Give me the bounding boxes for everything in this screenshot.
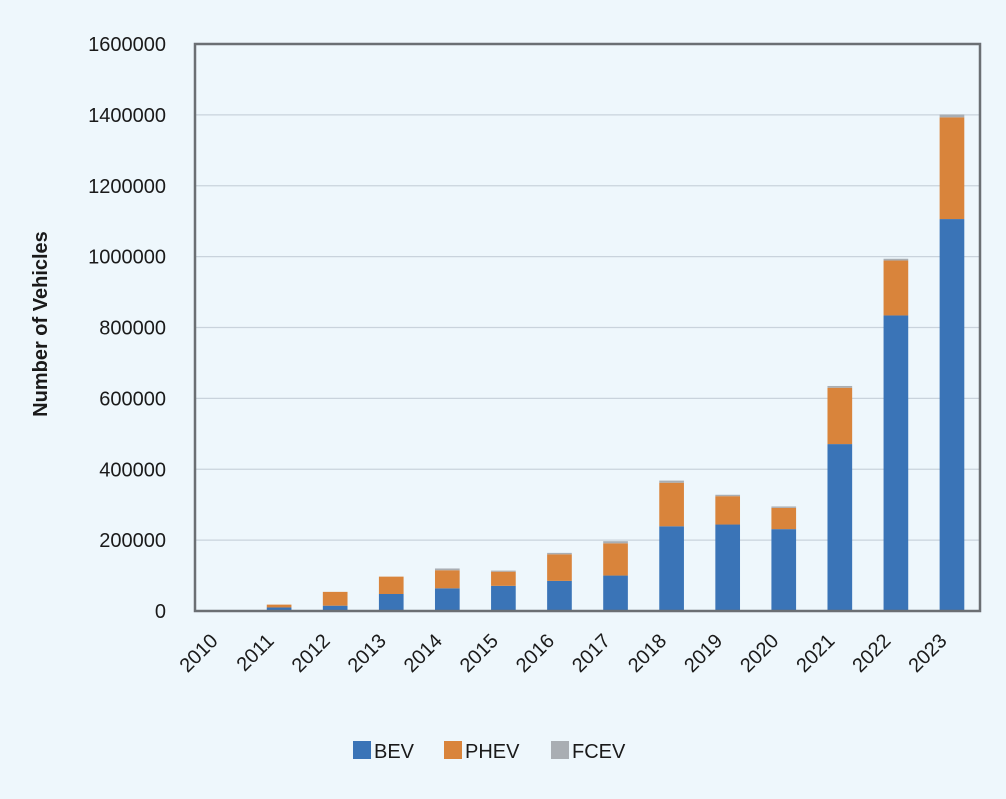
legend-label-fcev: FCEV: [572, 741, 626, 763]
bar-bev-2020: [771, 529, 796, 611]
bar-fcev-2017: [603, 541, 628, 543]
y-axis-tick-labels: 0 200000 400000 600000 800000 1000000 1200000 1…: [88, 34, 166, 623]
bar-bev-2015: [491, 586, 516, 611]
y-tick-label: 0: [155, 601, 166, 623]
y-tick-label: 1600000: [88, 34, 166, 56]
bar-phev-2016: [547, 554, 572, 581]
bar-fcev-2018: [659, 481, 684, 483]
legend-swatch-phev: [444, 741, 462, 759]
bar-bev-2016: [547, 581, 572, 611]
bar-fcev-2019: [715, 495, 740, 496]
bar-fcev-2016: [547, 553, 572, 554]
legend: BEV PHEV FCEV: [353, 741, 626, 763]
bar-bev-2021: [827, 444, 852, 611]
y-axis-label: Number of Vehicles: [30, 231, 52, 417]
legend-swatch-fcev: [551, 741, 569, 759]
bar-fcev-2021: [827, 386, 852, 388]
bar-bev-2017: [603, 576, 628, 611]
bar-bev-2014: [435, 588, 460, 611]
bar-phev-2023: [940, 117, 965, 219]
bar-bev-2022: [884, 315, 909, 611]
y-tick-label: 1400000: [88, 105, 166, 127]
bar-fcev-2022: [884, 259, 909, 261]
bar-bev-2023: [940, 219, 965, 611]
bar-phev-2021: [827, 388, 852, 444]
y-tick-label: 200000: [99, 530, 166, 552]
bar-fcev-2015: [491, 571, 516, 572]
bar-phev-2017: [603, 543, 628, 575]
bar-bev-2013: [379, 594, 404, 611]
y-tick-label: 600000: [99, 388, 166, 410]
bar-phev-2011: [267, 605, 292, 608]
bar-phev-2020: [771, 508, 796, 529]
bar-phev-2013: [379, 577, 404, 594]
bar-bev-2018: [659, 526, 684, 611]
bar-fcev-2023: [940, 115, 965, 118]
bar-phev-2018: [659, 483, 684, 527]
y-tick-label: 400000: [99, 459, 166, 481]
legend-label-bev: BEV: [374, 741, 415, 763]
bar-phev-2012: [323, 592, 348, 606]
bar-phev-2015: [491, 572, 516, 586]
bar-phev-2019: [715, 496, 740, 524]
bar-bev-2019: [715, 525, 740, 611]
bar-phev-2014: [435, 570, 460, 588]
y-tick-label: 800000: [99, 318, 166, 340]
bar-fcev-2014: [435, 568, 460, 570]
bar-fcev-2020: [771, 506, 796, 507]
bar-phev-2022: [884, 261, 909, 316]
legend-swatch-bev: [353, 741, 371, 759]
y-tick-label: 1200000: [88, 176, 166, 198]
legend-label-phev: PHEV: [465, 741, 520, 763]
y-tick-label: 1000000: [88, 247, 166, 269]
